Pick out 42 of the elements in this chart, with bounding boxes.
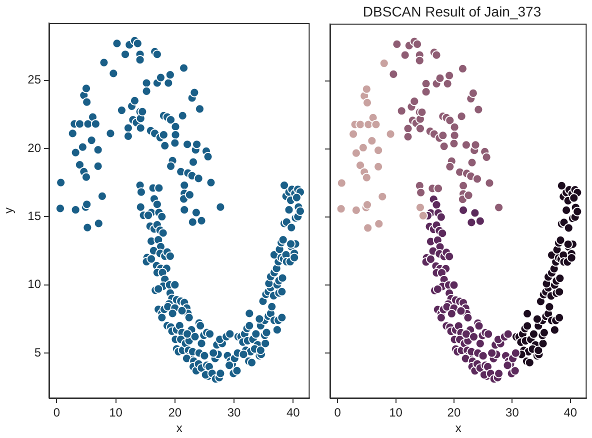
x-tick-label: 40 [564,406,578,420]
point [355,160,366,170]
y-tick-label: 20 [28,140,42,155]
point [362,98,372,108]
point [351,205,361,216]
point [415,202,426,212]
x-tick-label: 20 [168,406,182,420]
point [336,204,346,214]
point [358,142,368,152]
y-tick-label: 25 [28,72,42,87]
point [418,210,428,220]
point [367,136,377,146]
x-tick-label: 10 [109,406,123,420]
x-tick-label: 30 [227,406,242,420]
point [362,200,372,210]
y-tick-label: 10 [28,277,42,292]
point [379,58,389,68]
chart-title: DBSCAN Result of Jain_373 [362,3,542,20]
point [374,219,384,229]
x-tick-label: 40 [286,406,300,420]
y-tick-label: 15 [28,208,42,223]
x-tick-label: 20 [447,406,461,420]
point [363,223,373,233]
point [371,120,381,130]
x-axis-title: x [176,421,182,436]
point [386,129,396,139]
x-tick-label: 0 [334,406,342,420]
point [362,84,372,94]
x-axis-title: x [455,421,462,436]
point [362,172,372,182]
point [348,129,358,139]
x-tick-label: 30 [506,406,520,420]
x-tick-label: 0 [53,406,60,420]
point [374,162,384,172]
point [351,148,361,158]
point [336,178,346,188]
y-tick-label: 5 [34,345,42,360]
y-axis-title: y [2,208,16,214]
point [374,146,384,156]
x-tick-label: 10 [389,406,403,420]
point [355,120,366,130]
point [378,192,388,202]
